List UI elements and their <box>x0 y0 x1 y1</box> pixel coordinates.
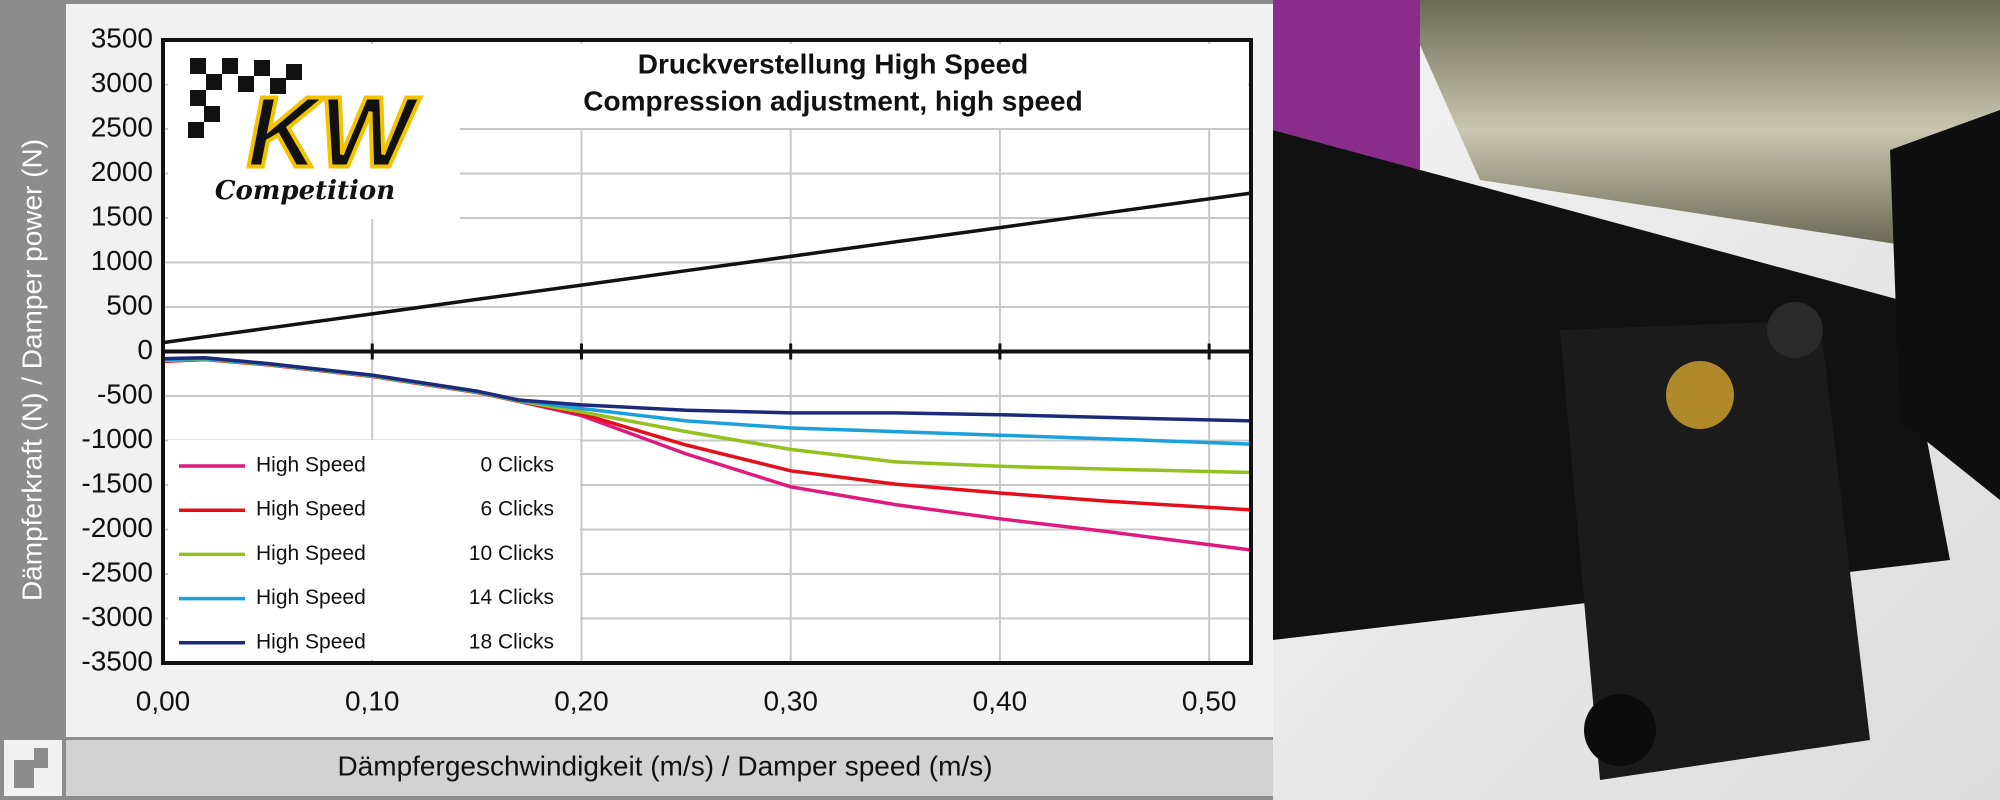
legend-box <box>168 440 580 660</box>
y-axis-title: Dämpferkraft (N) / Damper power (N) <box>16 139 47 601</box>
x-tick-label: 0,30 <box>763 685 818 716</box>
x-tick-label: 0,20 <box>554 685 609 716</box>
product-photo <box>1273 0 2000 800</box>
chart-title: Druckverstellung High Speed <box>638 48 1029 79</box>
y-tick-label: -2000 <box>81 512 153 543</box>
y-tick-label: -2500 <box>81 556 153 587</box>
y-tick-label: 500 <box>106 289 153 320</box>
y-tick-label: 3500 <box>91 22 153 53</box>
x-tick-label: 0,10 <box>345 685 400 716</box>
chart-subtitle: Compression adjustment, high speed <box>583 85 1082 116</box>
logo-brand: KW <box>247 76 421 188</box>
legend-setting: 10 Clicks <box>469 542 554 565</box>
y-tick-label: 3000 <box>91 67 153 98</box>
legend-setting: 0 Clicks <box>480 454 554 477</box>
legend-label: High Speed <box>256 586 366 609</box>
logo-line: Competition <box>215 176 395 206</box>
y-tick-label: -3500 <box>81 645 153 676</box>
y-tick-label: -1500 <box>81 467 153 498</box>
legend-label: High Speed <box>256 498 366 521</box>
y-tick-label: 1000 <box>91 245 153 276</box>
y-tick-label: 1500 <box>91 200 153 231</box>
title-box <box>460 44 1248 128</box>
y-tick-label: -500 <box>97 378 153 409</box>
x-label-bar <box>66 740 1273 796</box>
y-tick-label: 2000 <box>91 156 153 187</box>
x-axis-title: Dämpfergeschwindigkeit (m/s) / Damper sp… <box>337 750 992 781</box>
x-tick-label: 0,50 <box>1182 685 1237 716</box>
legend-label: High Speed <box>256 454 366 477</box>
logo-box <box>168 44 460 219</box>
legend-setting: 6 Clicks <box>480 498 554 521</box>
y-tick-label: 0 <box>137 334 153 365</box>
y-tick-label: -1000 <box>81 423 153 454</box>
x-tick-label: 0,40 <box>973 685 1028 716</box>
legend-label: High Speed <box>256 542 366 565</box>
legend-label: High Speed <box>256 630 366 653</box>
y-tick-label: 2500 <box>91 111 153 142</box>
legend-setting: 18 Clicks <box>469 630 554 653</box>
corner-glyph <box>14 748 48 788</box>
legend-setting: 14 Clicks <box>469 586 554 609</box>
x-tick-label: 0,00 <box>136 685 191 716</box>
logo: KW Competition <box>188 58 423 206</box>
series-line <box>162 191 1252 345</box>
y-tick-label: -3000 <box>81 601 153 632</box>
plot-border <box>161 38 1253 665</box>
series-line <box>162 355 1252 423</box>
